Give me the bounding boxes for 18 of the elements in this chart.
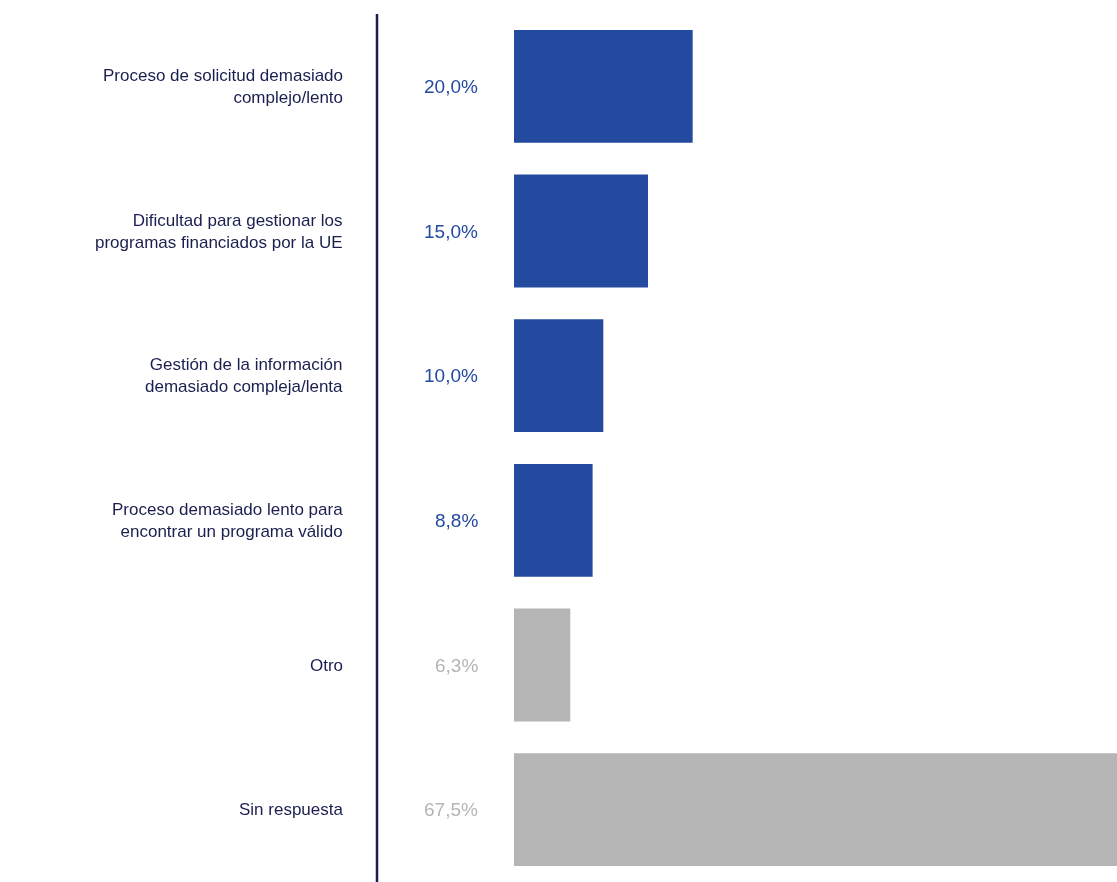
bar <box>514 174 648 288</box>
data-label: 20,0% <box>424 76 478 97</box>
y-tick-label: Proceso de solicitud demasiado complejo/lento <box>103 66 344 108</box>
bar <box>514 29 693 143</box>
data-label: 10,0% <box>424 365 478 386</box>
bar <box>514 608 571 722</box>
y-tick-label: Sin respuesta <box>239 800 344 819</box>
data-label: 6,3% <box>435 655 479 676</box>
y-tick-label: Proceso demasiado lento para encontrar un programa válido <box>112 500 344 542</box>
data-label: 8,8% <box>435 510 479 531</box>
y-tick-label: Dificultad para gestionar los programas financiados por la UE <box>95 211 343 253</box>
y-tick-label: Otro <box>310 656 344 675</box>
data-label: 15,0% <box>424 221 478 242</box>
bar <box>514 319 604 433</box>
bar <box>514 753 1117 867</box>
data-label: 67,5% <box>424 799 478 820</box>
bar <box>514 463 593 577</box>
y-tick-label: Gestión de la información demasiado compleja/lenta <box>145 355 344 397</box>
